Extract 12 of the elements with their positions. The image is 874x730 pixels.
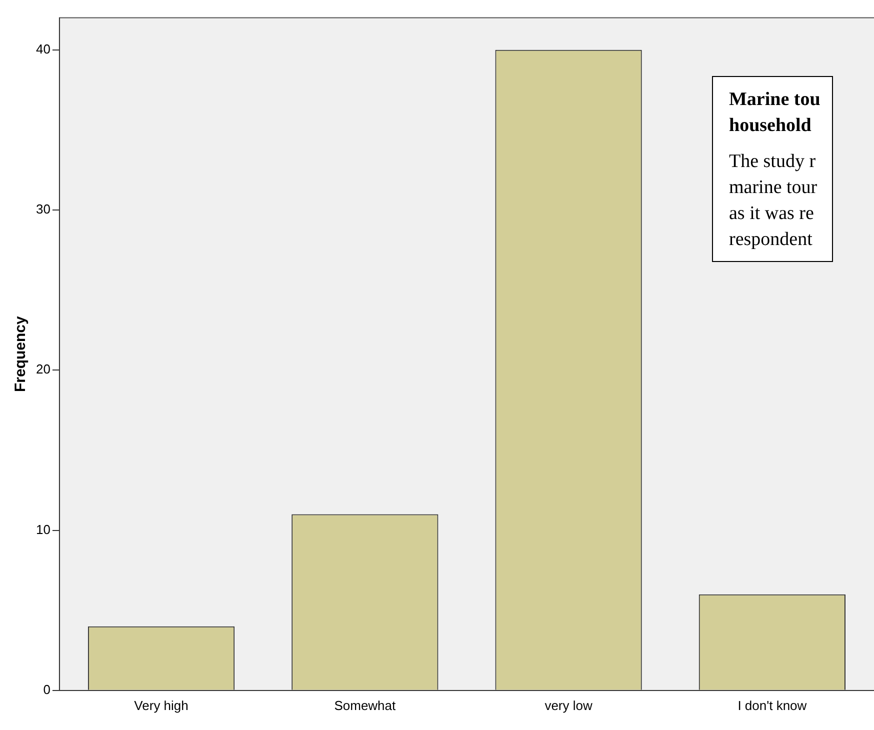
x-tick-label: Somewhat	[334, 698, 396, 713]
y-tick-label: 20	[36, 362, 50, 377]
annotation: Marine tou household	[729, 88, 820, 138]
annotation: The study r marine tour as it was re respondent	[729, 150, 818, 252]
y-axis-title: Frequency	[12, 316, 30, 392]
y-tick-label: 10	[36, 522, 50, 537]
y-tick-label: 30	[36, 202, 50, 217]
y-tick-label: 0	[43, 682, 50, 697]
x-tick-label: Very high	[134, 698, 188, 713]
x-tick-label: very low	[544, 698, 593, 713]
y-tick-label: 40	[36, 41, 50, 56]
x-tick-label: I don't know	[738, 698, 808, 713]
